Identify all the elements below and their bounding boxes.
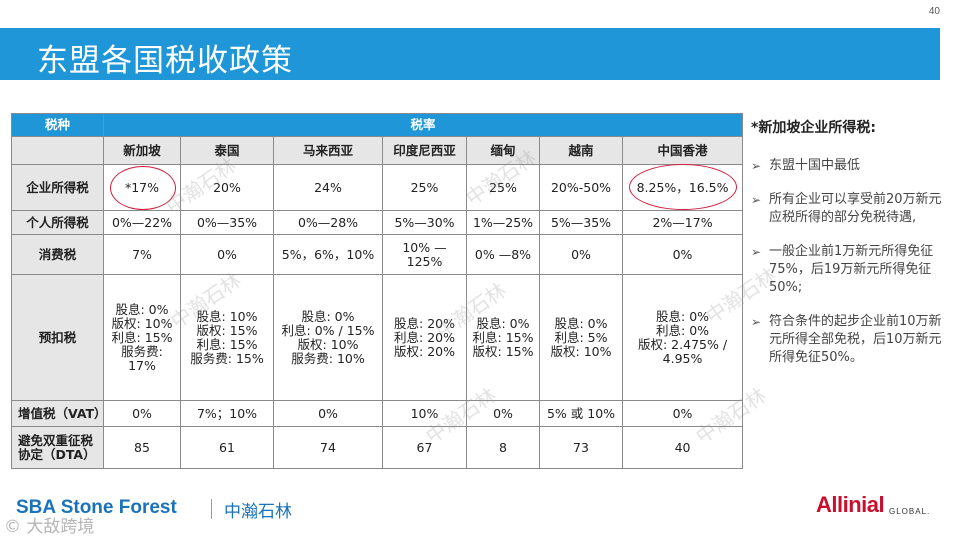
note-text: 一般企业前1万新元所得免征75%，后19万新元所得免征50%; xyxy=(769,244,934,295)
footer-divider xyxy=(211,499,212,519)
table-cell: 0% xyxy=(539,234,623,275)
country-hongkong: 中国香港 xyxy=(621,136,744,165)
header-tax-rate: 税率 xyxy=(102,113,744,137)
table-cell: 24% xyxy=(273,164,383,211)
table-cell: 股息: 0% 利息: 0% 版权: 2.475% / 4.95% xyxy=(621,274,744,401)
note-bullet: ➢ 一般企业前1万新元所得免征75%，后19万新元所得免征50%; xyxy=(751,243,951,297)
table-cell: 5%—35% xyxy=(539,210,623,235)
row-label-cit: 企业所得税 xyxy=(11,164,104,211)
allinial-logo: Allinial xyxy=(816,492,885,517)
note-bullet: ➢ 符合条件的起步企业前10万新元所得全部免税，后10万新元所得免征50%。 xyxy=(751,313,951,367)
table-cell: 8 xyxy=(466,426,540,469)
chevron-right-icon: ➢ xyxy=(751,193,762,207)
table-row: 个人所得税 0%—22% 0%—35% 0%—28% 5%—30% 1%—25%… xyxy=(11,210,744,235)
table-cell: 0% xyxy=(103,400,181,427)
table-cell: 85 xyxy=(103,426,181,469)
table-cell: 股息: 0% 利息: 5% 版权: 10% xyxy=(539,274,623,401)
table-cell: 5%—30% xyxy=(382,210,467,235)
table-cell: 股息: 20% 利息: 20% 版权: 20% xyxy=(382,274,467,401)
corner-cell xyxy=(11,136,104,165)
country-myanmar: 缅甸 xyxy=(466,136,540,165)
row-label-dta: 避免双重征税 协定（DTA） xyxy=(11,426,104,469)
singapore-cit-notes: *新加坡企业所得税: ➢ 东盟十国中最低 ➢ 所有企业可以享受前20万新元应税所… xyxy=(751,117,951,383)
table-cell: 20%-50% xyxy=(539,164,623,211)
table-cell: 40 xyxy=(621,426,744,469)
corner-watermark: © 大敌跨境 xyxy=(4,517,95,537)
country-indonesia: 印度尼西亚 xyxy=(382,136,467,165)
row-label-consumption-tax: 消费税 xyxy=(11,234,104,275)
tax-rate-table: 税种 税率 新加坡 泰国 马来西亚 印度尼西亚 缅甸 越南 中国香港 企业所得税… xyxy=(11,113,744,469)
note-text: 所有企业可以享受前20万新元应税所得的部分免税待遇, xyxy=(769,192,942,225)
highlight-circle-hongkong xyxy=(629,164,737,210)
country-header-row: 新加坡 泰国 马来西亚 印度尼西亚 缅甸 越南 中国香港 xyxy=(11,136,744,165)
table-cell: 5% 或 10% xyxy=(539,400,623,427)
table-cell: 10% xyxy=(382,400,467,427)
note-text: 符合条件的起步企业前10万新元所得全部免税，后10万新元所得免征50%。 xyxy=(769,314,942,365)
table-cell: 67 xyxy=(382,426,467,469)
header-tax-type: 税种 xyxy=(11,113,104,137)
table-cell: 5%，6%，10% xyxy=(273,234,383,275)
sba-stone-forest-logo: SBA Stone Forest xyxy=(16,497,177,518)
table-cell: 20% xyxy=(180,164,274,211)
title-bar: 东盟各国税收政策 xyxy=(0,28,940,80)
table-row: 预扣税 股息: 0% 版权: 10% 利息: 15% 服务费: 17% 股息: … xyxy=(11,274,744,401)
table-cell: 股息: 0% 利息: 15% 版权: 15% xyxy=(466,274,540,401)
table-cell: 0% xyxy=(466,400,540,427)
table-cell: 0% xyxy=(180,234,274,275)
country-vietnam: 越南 xyxy=(539,136,623,165)
table-row: 增值税（VAT） 0% 7%；10% 0% 10% 0% 5% 或 10% 0% xyxy=(11,400,744,427)
chevron-right-icon: ➢ xyxy=(751,159,762,173)
logo-chinese-name: 中瀚石林 xyxy=(224,502,292,522)
highlight-circle-singapore xyxy=(110,166,176,210)
table-cell: 61 xyxy=(180,426,274,469)
table-cell: 2%—17% xyxy=(621,210,744,235)
table-cell: 股息: 0% 版权: 10% 利息: 15% 服务费: 17% xyxy=(103,274,181,401)
country-thailand: 泰国 xyxy=(180,136,274,165)
table-cell: 7% xyxy=(103,234,181,275)
chevron-right-icon: ➢ xyxy=(751,315,762,329)
note-bullet: ➢ 东盟十国中最低 xyxy=(751,157,951,175)
table-row: 消费税 7% 0% 5%，6%，10% 10% — 125% 0% —8% 0%… xyxy=(11,234,744,275)
table-cell: 0% xyxy=(273,400,383,427)
table-cell: 0%—35% xyxy=(180,210,274,235)
row-label-pit: 个人所得税 xyxy=(11,210,104,235)
country-singapore: 新加坡 xyxy=(103,136,181,165)
row-label-vat: 增值税（VAT） xyxy=(11,400,107,427)
table-cell: 74 xyxy=(273,426,383,469)
table-header-row: 税种 税率 xyxy=(11,113,744,137)
table-cell: 10% — 125% xyxy=(382,234,467,275)
chevron-right-icon: ➢ xyxy=(751,245,762,259)
page-number: 40 xyxy=(928,6,940,17)
table-cell: 25% xyxy=(382,164,467,211)
table-cell: 0% —8% xyxy=(466,234,540,275)
table-cell: 0% xyxy=(621,234,744,275)
table-cell: 1%—25% xyxy=(466,210,540,235)
table-cell: 25% xyxy=(466,164,540,211)
table-cell: 股息: 10% 版权: 15% 利息: 15% 服务费: 15% xyxy=(180,274,274,401)
note-bullet: ➢ 所有企业可以享受前20万新元应税所得的部分免税待遇, xyxy=(751,191,951,227)
table-cell: 0% xyxy=(621,400,744,427)
note-text: 东盟十国中最低 xyxy=(769,158,861,173)
table-cell: 0%—22% xyxy=(103,210,181,235)
table-cell: 0%—28% xyxy=(273,210,383,235)
notes-title: *新加坡企业所得税: xyxy=(751,120,876,136)
country-malaysia: 马来西亚 xyxy=(273,136,383,165)
table-cell: 73 xyxy=(539,426,623,469)
table-cell: 7%；10% xyxy=(180,400,274,427)
table-cell: 股息: 0% 利息: 0% / 15% 版权: 10% 服务费: 10% xyxy=(273,274,383,401)
allinial-global-text: GLOBAL. xyxy=(889,507,931,516)
page-title: 东盟各国税收政策 xyxy=(37,43,293,79)
row-label-withholding-tax: 预扣税 xyxy=(11,274,104,401)
table-row: 避免双重征税 协定（DTA） 85 61 74 67 8 73 40 xyxy=(11,426,744,469)
